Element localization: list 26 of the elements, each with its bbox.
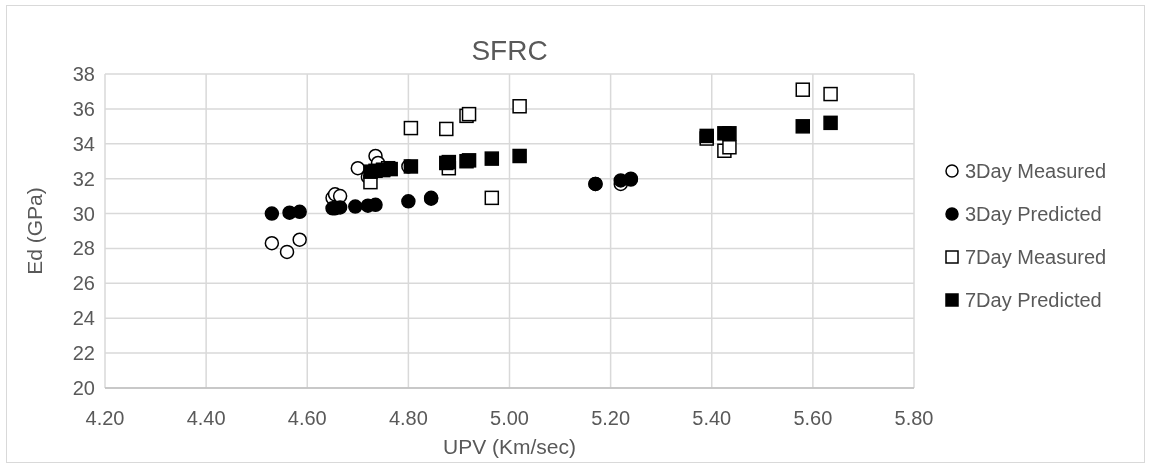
x-tick-label: 4.80 [388, 407, 428, 429]
legend-label: 7Day Measured [965, 246, 1107, 268]
y-tick-label: 30 [72, 202, 95, 225]
y-tick-label: 24 [72, 307, 95, 330]
x-tick-label: 5.80 [894, 407, 934, 429]
chart-title: SFRC [471, 35, 548, 66]
legend-label: 3Day Measured [965, 160, 1107, 182]
y-tick-label: 20 [72, 377, 95, 399]
y-tick-label: 34 [72, 132, 95, 155]
y-tick-label: 28 [72, 237, 95, 260]
y-axis-title: Ed (GPa) [23, 187, 46, 275]
x-tick-label: 5.40 [692, 407, 732, 429]
x-tick-label: 5.60 [793, 407, 833, 429]
y-tick-label: 32 [72, 167, 95, 190]
legend-label: 3Day Predicted [965, 203, 1102, 225]
x-tick-label: 4.40 [186, 407, 226, 429]
x-tick-label: 4.20 [85, 407, 125, 429]
y-tick-label: 38 [72, 63, 95, 85]
x-axis-title: UPV (Km/sec) [442, 435, 577, 458]
x-tick-label: 4.60 [287, 407, 327, 429]
y-tick-label: 26 [72, 272, 95, 295]
y-tick-label: 22 [72, 342, 95, 365]
y-tick-label: 36 [72, 97, 95, 120]
x-tick-label: 5.20 [591, 407, 631, 429]
legend-label: 7Day Predicted [965, 289, 1102, 311]
x-tick-label: 5.00 [490, 407, 529, 429]
